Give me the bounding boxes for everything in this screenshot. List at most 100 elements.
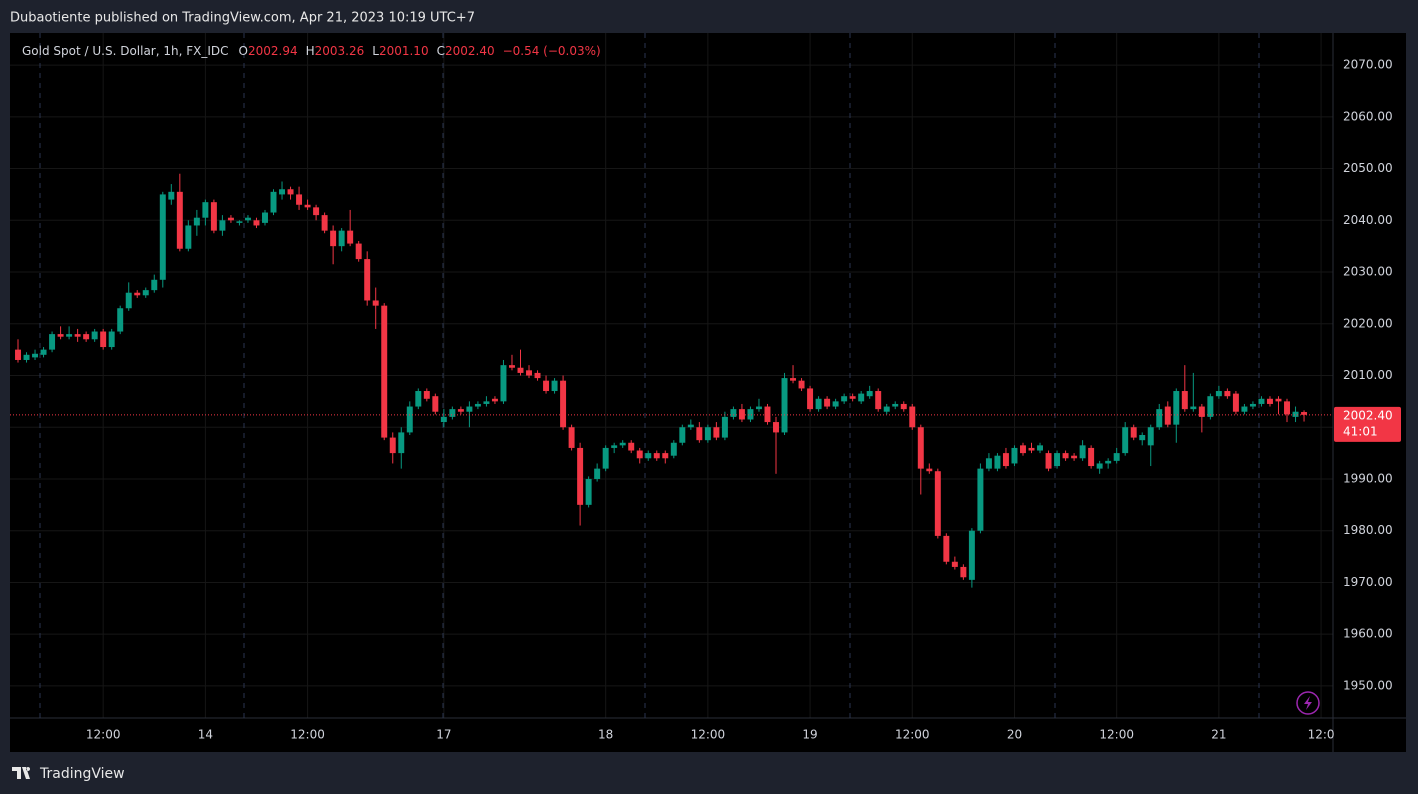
candle-body [40, 349, 47, 355]
candle-body [858, 393, 865, 402]
candle-body [934, 471, 941, 536]
candle-body [883, 406, 890, 412]
candle-body [1096, 463, 1103, 469]
candle-body [713, 427, 720, 438]
brand-logo [12, 767, 31, 779]
candle-body [500, 365, 507, 402]
candle-body [611, 445, 618, 448]
candle-body [389, 437, 396, 454]
candle-body [83, 334, 90, 340]
candle-body [474, 403, 481, 407]
candle-body [219, 220, 226, 231]
candle-body [900, 403, 907, 410]
alert-icon[interactable] [1296, 691, 1320, 715]
candle-body [398, 432, 405, 454]
candle-body [755, 406, 762, 410]
candle-body [585, 478, 592, 505]
candle-body [1266, 398, 1273, 404]
candle-body [57, 334, 64, 337]
legend-change: −0.54 (−0.03%) [503, 44, 601, 58]
y-tick-label: 1960.00 [1343, 627, 1393, 641]
candle-body [951, 561, 958, 567]
candle-body [202, 202, 209, 218]
candle-body [108, 331, 115, 348]
candle-body [985, 458, 992, 469]
candle-body [960, 566, 967, 578]
candle-body [1241, 406, 1248, 412]
candle-body [1207, 396, 1214, 417]
candle-body [704, 427, 711, 441]
candle-body [1045, 453, 1052, 469]
candle-body [1122, 427, 1129, 454]
candle-body [662, 453, 669, 459]
x-tick-label: 18 [598, 728, 613, 742]
x-tick-label: 17 [436, 728, 451, 742]
y-tick-label: 2030.00 [1343, 265, 1393, 279]
x-tick-label: 12:00 [86, 728, 121, 742]
x-tick-label: 12:00 [1099, 728, 1134, 742]
candle-body [1002, 453, 1009, 467]
candle-body [517, 367, 524, 373]
candle-body [210, 202, 217, 231]
candle-body [1130, 427, 1137, 438]
candle-body [1113, 453, 1120, 461]
candle-body [321, 215, 328, 231]
y-tick-label: 2050.00 [1343, 161, 1393, 175]
candle-body [406, 406, 413, 433]
candle-body [815, 398, 822, 410]
candle-body [1275, 398, 1282, 402]
candle-body [355, 243, 362, 260]
candle-body [696, 427, 703, 441]
x-tick-label: 20 [1007, 728, 1022, 742]
candle-body [244, 217, 251, 221]
candle-body [91, 331, 98, 340]
candle-body [74, 334, 81, 337]
candle-body [781, 378, 788, 433]
candle-body [1037, 445, 1044, 451]
candle-body [628, 442, 635, 451]
candle-body [909, 406, 916, 428]
y-tick-label: 1990.00 [1343, 471, 1393, 485]
legend-value: 2002.40 [445, 44, 495, 58]
candle-body [636, 450, 643, 459]
legend-key: H [306, 44, 315, 58]
candle-body [730, 409, 737, 417]
candle-body [313, 207, 320, 216]
candle-body [602, 447, 609, 469]
candle-body [1054, 453, 1061, 467]
x-tick-label: 12:00 [691, 728, 726, 742]
candle-body [866, 391, 873, 397]
candle-body [449, 409, 456, 417]
legend-key: O [239, 44, 248, 58]
y-tick-label: 2060.00 [1343, 109, 1393, 123]
x-tick-label: 12:00 [895, 728, 930, 742]
candle-body [338, 230, 345, 247]
candle-body [917, 427, 924, 469]
candle-body [645, 453, 652, 459]
legend-value: 2003.26 [315, 44, 365, 58]
candle-body [330, 230, 337, 247]
candle-body [168, 191, 175, 200]
candle-body [892, 403, 899, 407]
candle-body [287, 189, 294, 195]
candle-body [994, 455, 1001, 469]
candle-body [491, 398, 498, 402]
candle-body [526, 370, 532, 376]
candle-body [32, 353, 39, 358]
y-tick-label: 1970.00 [1343, 575, 1393, 589]
grid [10, 33, 1333, 718]
candle-body [457, 409, 464, 412]
candle-body [747, 409, 754, 420]
candle-body [1147, 427, 1154, 446]
published-note: Dubaotiente published on TradingView.com… [10, 11, 475, 26]
candle-body [236, 221, 243, 223]
candle-body [134, 292, 141, 296]
candle-body [117, 308, 124, 332]
candle-body [185, 225, 192, 249]
candle-body [653, 453, 660, 459]
candle-body [253, 220, 260, 226]
y-tick-label: 1950.00 [1343, 678, 1393, 692]
candle-body [159, 194, 166, 280]
y-tick-label: 2070.00 [1343, 58, 1393, 72]
